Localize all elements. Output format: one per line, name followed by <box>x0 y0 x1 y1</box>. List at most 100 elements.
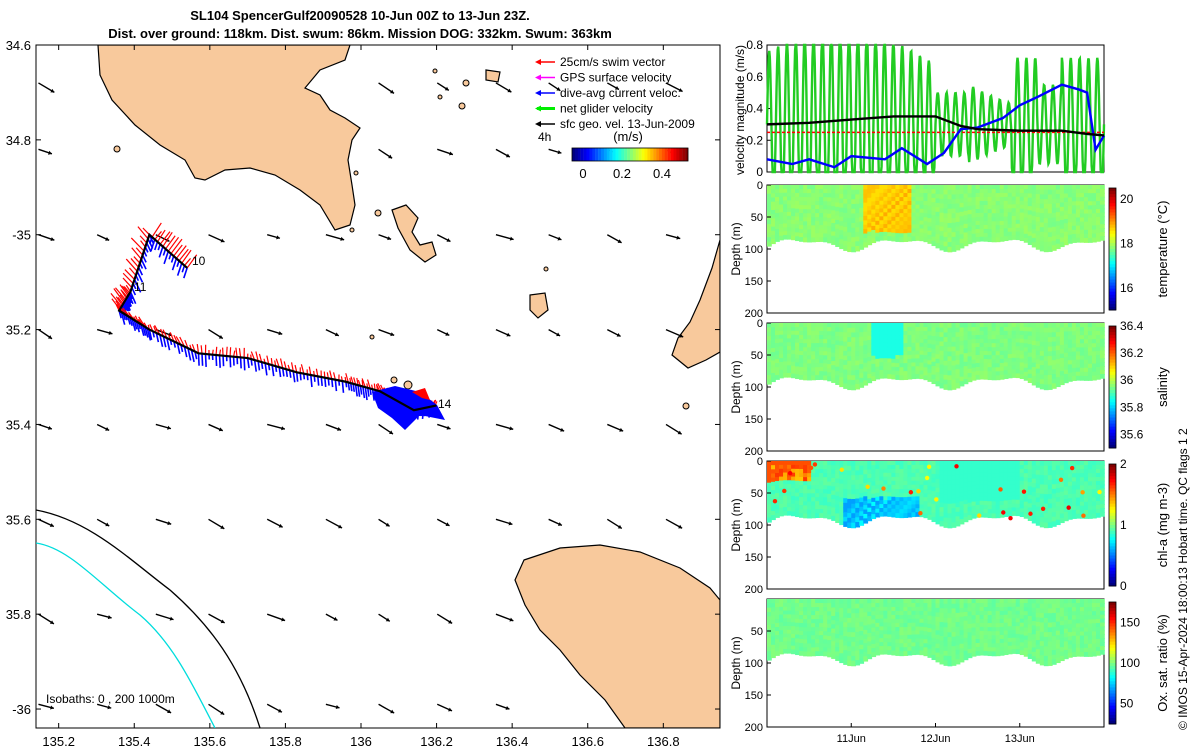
section-cell <box>1031 211 1037 217</box>
section-cell <box>871 335 877 341</box>
section-cell <box>999 370 1005 376</box>
section-cell <box>975 504 981 510</box>
section-cell <box>1099 464 1105 470</box>
section-cell <box>815 631 820 636</box>
section-cell <box>783 602 788 608</box>
section-cell <box>803 599 808 604</box>
section-cell <box>939 516 945 522</box>
chl-sample-dot <box>926 464 932 469</box>
section-cell <box>1011 353 1017 359</box>
section-cell <box>911 496 917 502</box>
section-cell <box>1019 492 1025 498</box>
section-cell <box>795 204 800 210</box>
section-cell <box>863 625 869 631</box>
section-cell <box>887 224 893 230</box>
section-cell <box>771 347 776 353</box>
section-cell <box>923 197 929 202</box>
section-cell <box>1043 475 1049 481</box>
section-cell <box>779 338 784 344</box>
section-cell <box>767 612 772 618</box>
section-cell <box>1071 497 1077 503</box>
section-colorbar-cell <box>1109 521 1116 526</box>
section-cell <box>891 472 897 478</box>
section-cell <box>1055 207 1061 213</box>
section-cell <box>899 473 905 478</box>
section-colorbar-cell <box>1109 423 1116 428</box>
section-cell <box>1075 375 1081 381</box>
section-cell <box>959 243 965 249</box>
section-cell <box>895 513 901 518</box>
section-cell <box>799 461 804 466</box>
section-cell <box>1035 221 1041 227</box>
section-cell <box>779 208 784 214</box>
islet-2 <box>437 94 443 100</box>
section-cell <box>923 627 929 633</box>
section-cell <box>979 492 985 498</box>
velocity-arrowhead <box>169 616 174 621</box>
section-cell <box>863 327 869 333</box>
velocity-arrowhead <box>678 524 683 529</box>
section-colorbar-cell <box>1109 236 1116 241</box>
section-cell <box>771 469 776 475</box>
section-cell <box>927 234 933 240</box>
section-cell <box>851 237 857 243</box>
section-cell <box>1063 473 1069 479</box>
section-cell <box>1031 367 1037 373</box>
section-cell <box>959 234 965 240</box>
section-cell <box>803 461 808 466</box>
section-cell <box>855 185 861 191</box>
section-cell <box>931 374 937 380</box>
section-cell <box>779 472 784 478</box>
section-cell <box>1035 359 1041 365</box>
section-cell <box>991 229 997 235</box>
section-cell <box>875 468 881 474</box>
section-cell <box>1035 207 1041 214</box>
section-cell <box>963 482 969 488</box>
colorbar-cell <box>679 148 683 161</box>
section-cell <box>1055 510 1061 517</box>
colorbar-cell <box>621 148 625 161</box>
section-cell <box>1099 220 1105 226</box>
section-cell <box>835 607 841 613</box>
section-cell <box>791 354 796 359</box>
section-cell <box>883 227 889 233</box>
section-cell <box>919 334 925 340</box>
section-cell <box>807 603 812 608</box>
section-cell <box>963 215 969 221</box>
section-cell <box>847 365 853 372</box>
section-cell <box>771 515 776 521</box>
section-cell <box>903 351 909 356</box>
section-cell <box>1071 477 1077 483</box>
section-cell <box>1067 461 1073 466</box>
section-cell <box>767 616 772 622</box>
section-cell <box>967 197 973 203</box>
section-cell <box>999 354 1005 360</box>
section-cell <box>851 208 857 215</box>
section-cell <box>1055 474 1061 480</box>
section-cell <box>887 626 893 632</box>
section-colorbar-cell <box>1109 203 1116 207</box>
section-cell <box>975 342 981 348</box>
section-cell <box>971 209 977 215</box>
section-cell <box>791 192 796 198</box>
section-cell <box>1047 241 1053 248</box>
section-colorbar-cell <box>1109 497 1116 502</box>
section-cell <box>1023 185 1029 190</box>
section-cell <box>867 193 873 199</box>
velocity-arrowhead <box>557 522 562 526</box>
section-cell <box>867 482 873 488</box>
colorbar-cell <box>630 148 634 161</box>
section-colorbar-tick: 20 <box>1120 192 1134 206</box>
section-cell <box>1095 342 1101 348</box>
section-cell <box>1023 485 1029 491</box>
section-cell <box>1091 193 1097 198</box>
section-cell <box>919 370 925 376</box>
section-cell <box>1035 368 1041 375</box>
velocity-ytick-label: 0.8 <box>746 38 763 52</box>
section-cell <box>939 359 945 366</box>
section-cell <box>807 607 812 612</box>
section-cell <box>947 199 953 205</box>
section-cell <box>839 617 845 623</box>
section-cell <box>859 470 865 476</box>
section-cell <box>771 465 776 471</box>
